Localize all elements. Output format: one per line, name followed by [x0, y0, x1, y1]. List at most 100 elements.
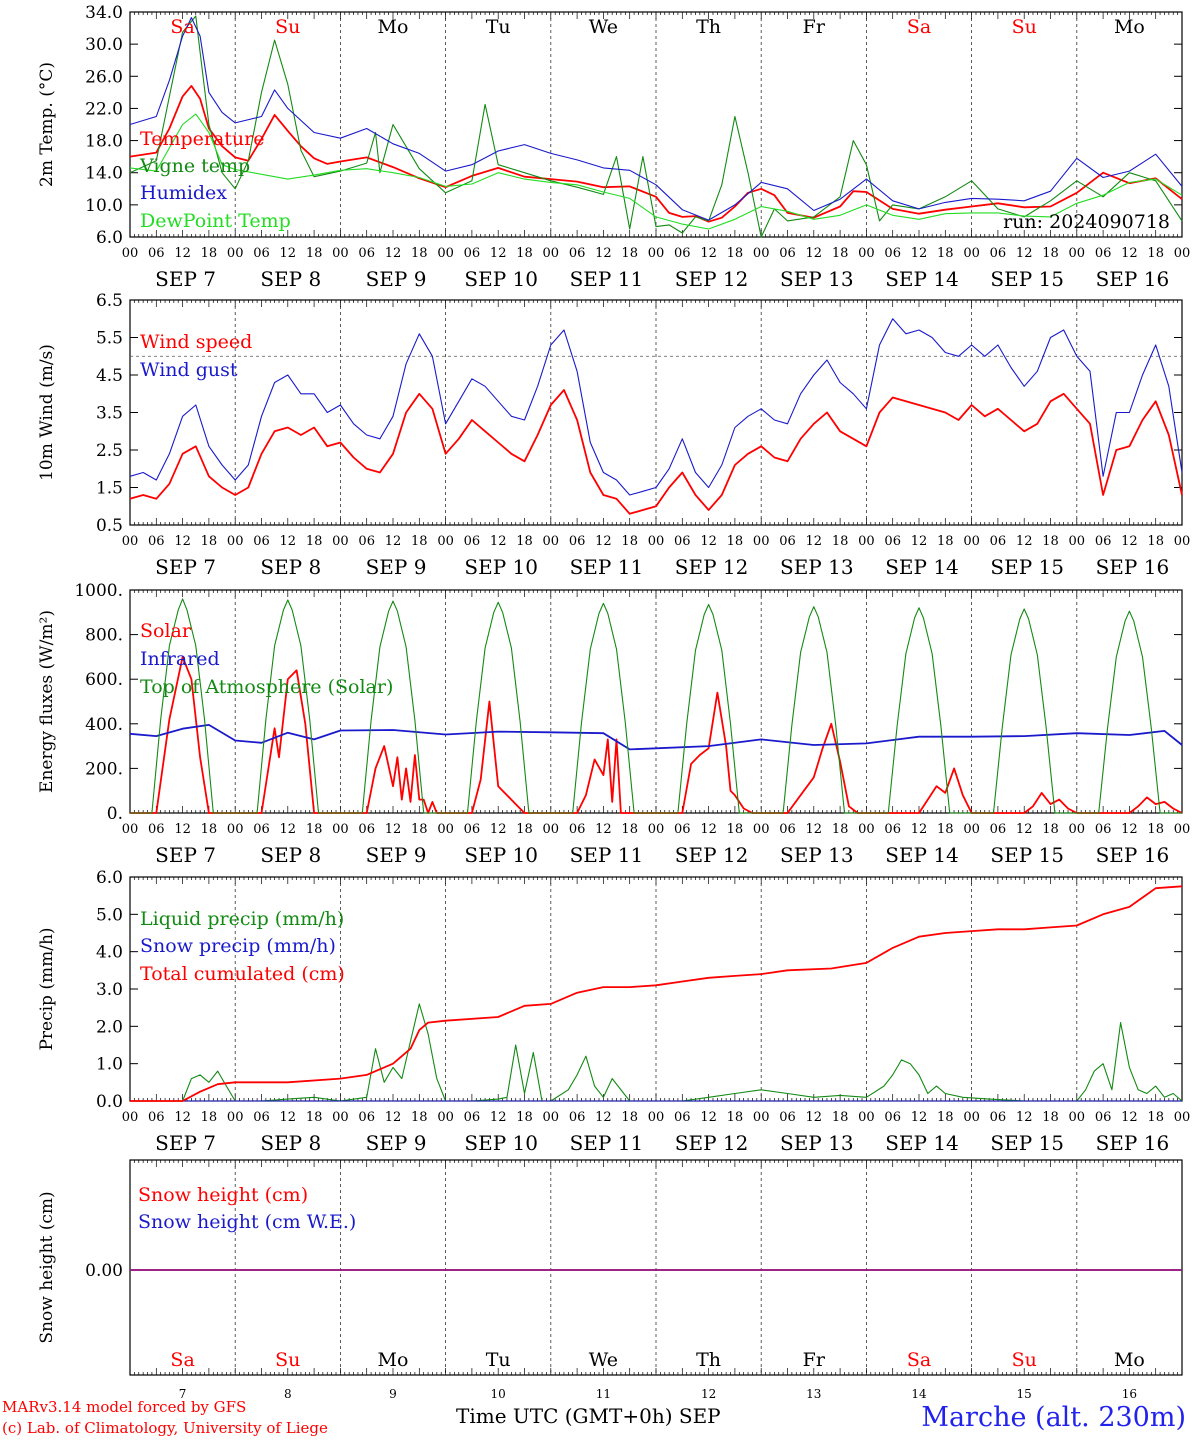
- series-line: [129, 318, 1183, 496]
- y-tick-label: 5.5: [96, 329, 123, 349]
- date-label: SEP 14: [885, 843, 959, 867]
- day-number-label: 11: [596, 1387, 611, 1401]
- legend-entry: Infrared: [140, 648, 220, 670]
- date-label: SEP 14: [885, 1131, 959, 1155]
- date-label: SEP 13: [780, 555, 854, 579]
- hour-label: 18: [411, 534, 428, 549]
- date-label: SEP 11: [570, 1131, 644, 1155]
- hour-label: 18: [937, 822, 954, 837]
- legend-entry: Total cumulated (cm): [140, 963, 345, 985]
- y-tick-label: 400.: [85, 715, 123, 735]
- date-label: SEP 10: [464, 1131, 538, 1155]
- hour-label: 12: [1121, 1110, 1138, 1125]
- hour-label: 00: [648, 246, 665, 261]
- hour-label: 18: [621, 822, 638, 837]
- hour-label: 12: [385, 246, 402, 261]
- panel-frame-energy: [129, 589, 1183, 814]
- hour-label: 12: [174, 534, 191, 549]
- hour-label: 06: [253, 1110, 270, 1125]
- hour-label: 12: [911, 1110, 928, 1125]
- hour-label: 06: [779, 246, 796, 261]
- hour-label: 18: [1147, 1110, 1164, 1125]
- station-label: Marche (alt. 230m): [921, 1402, 1186, 1433]
- hour-label: 18: [516, 534, 533, 549]
- date-label: SEP 15: [990, 555, 1064, 579]
- lab-credit: (c) Lab. of Climatology, University of L…: [2, 1419, 328, 1437]
- series-line: [130, 885, 1183, 1102]
- series-line: [129, 389, 1183, 515]
- hour-label: 12: [174, 1110, 191, 1125]
- hour-label: 18: [306, 1110, 323, 1125]
- day-name-label: We: [589, 1349, 618, 1371]
- hour-label: 18: [516, 1110, 533, 1125]
- hour-label: 12: [911, 246, 928, 261]
- date-label: SEP 7: [155, 555, 216, 579]
- hour-label: 00: [1174, 246, 1191, 261]
- hour-label: 00: [1174, 1110, 1191, 1125]
- day-number-label: 8: [284, 1387, 292, 1401]
- date-label: SEP 14: [885, 555, 959, 579]
- y-tick-label: 6.0: [96, 228, 123, 248]
- hour-label: 00: [332, 246, 349, 261]
- date-label: SEP 11: [570, 267, 644, 291]
- hour-label: 00: [332, 534, 349, 549]
- hour-label: 18: [832, 246, 849, 261]
- day-name-label: Sa: [170, 16, 194, 38]
- hour-label: 06: [253, 534, 270, 549]
- date-label: SEP 10: [464, 843, 538, 867]
- hour-label: 00: [122, 534, 139, 549]
- y-tick-label: 4.5: [96, 366, 123, 386]
- date-label: SEP 15: [990, 1131, 1064, 1155]
- day-name-label: Su: [275, 16, 300, 38]
- hour-label: 12: [1016, 1110, 1033, 1125]
- hour-label: 00: [1069, 534, 1086, 549]
- hour-label: 00: [437, 246, 454, 261]
- hour-label: 12: [385, 822, 402, 837]
- hour-label: 18: [1042, 822, 1059, 837]
- hour-label: 00: [858, 822, 875, 837]
- hour-label: 00: [648, 534, 665, 549]
- hour-label: 12: [806, 246, 823, 261]
- hour-label: 00: [963, 822, 980, 837]
- series-line: [129, 724, 1183, 751]
- hour-label: 18: [727, 822, 744, 837]
- hour-label: 00: [1069, 246, 1086, 261]
- hour-label: 12: [806, 534, 823, 549]
- hour-label: 12: [280, 822, 297, 837]
- y-tick-label: 3.0: [96, 980, 123, 1000]
- y-tick-label: 1000.: [74, 581, 123, 601]
- y-tick-label: 3.5: [96, 404, 123, 424]
- hour-label: 06: [1095, 246, 1112, 261]
- legend-entry: Temperature: [140, 128, 264, 150]
- hour-label: 18: [1147, 246, 1164, 261]
- date-label: SEP 10: [464, 555, 538, 579]
- date-label: SEP 13: [780, 267, 854, 291]
- hour-label: 00: [963, 1110, 980, 1125]
- date-label: SEP 16: [1096, 843, 1170, 867]
- hour-label: 12: [280, 246, 297, 261]
- hour-label: 00: [227, 534, 244, 549]
- hour-label: 06: [1095, 534, 1112, 549]
- legend-entry: Vigne temp: [139, 155, 250, 177]
- date-label: SEP 7: [155, 843, 216, 867]
- hour-label: 00: [332, 822, 349, 837]
- hour-label: 12: [280, 1110, 297, 1125]
- date-label: SEP 15: [990, 267, 1064, 291]
- legend-entry: Wind gust: [140, 359, 238, 381]
- date-label: SEP 8: [260, 1131, 321, 1155]
- hour-label: 12: [595, 534, 612, 549]
- hour-label: 00: [543, 1110, 560, 1125]
- day-name-label: Th: [696, 1349, 721, 1371]
- hour-label: 12: [700, 822, 717, 837]
- hour-label: 00: [648, 1110, 665, 1125]
- hour-label: 18: [516, 822, 533, 837]
- date-label: SEP 9: [366, 843, 427, 867]
- y-tick-label: 600.: [85, 670, 123, 690]
- y-tick-label: 0.0: [96, 1092, 123, 1112]
- hour-label: 12: [595, 1110, 612, 1125]
- date-label: SEP 9: [366, 1131, 427, 1155]
- y-axis-label: 10m Wind (m/s): [37, 344, 57, 481]
- day-name-label: Sa: [907, 1349, 931, 1371]
- y-tick-label: 14.0: [85, 164, 123, 184]
